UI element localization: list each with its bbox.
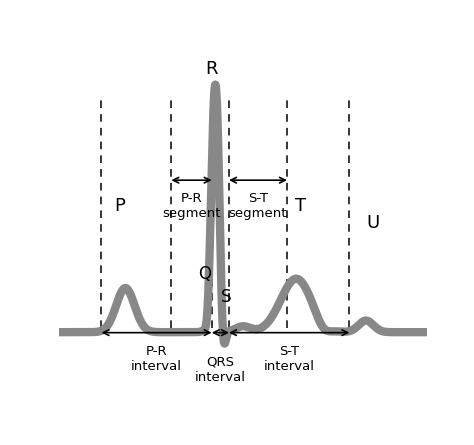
- Text: S-T
interval: S-T interval: [264, 345, 315, 373]
- Text: U: U: [367, 214, 380, 232]
- Text: P-R
segment: P-R segment: [162, 192, 221, 220]
- Text: Q: Q: [198, 265, 211, 283]
- Text: R: R: [205, 60, 218, 78]
- Text: P-R
interval: P-R interval: [131, 345, 182, 373]
- Text: S-T
segment: S-T segment: [229, 192, 287, 220]
- Text: T: T: [295, 197, 307, 215]
- Text: QRS
interval: QRS interval: [195, 356, 246, 384]
- Text: P: P: [114, 197, 125, 215]
- Text: S: S: [221, 287, 232, 306]
